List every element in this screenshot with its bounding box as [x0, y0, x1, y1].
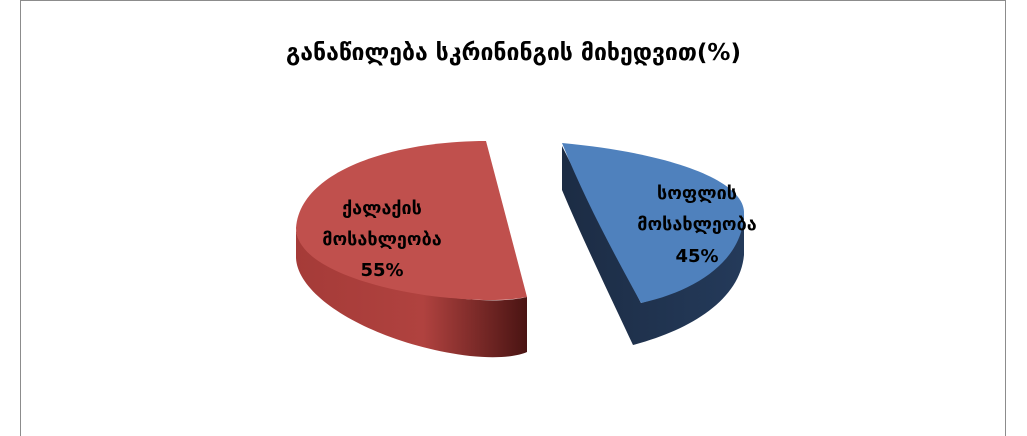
slice-urban-top	[296, 141, 527, 301]
chart-title: განაწილება სკრინინგის მიხედვით(%)	[285, 40, 741, 66]
slice-rural-side	[562, 146, 744, 345]
slice-urban-side	[296, 230, 527, 358]
slice-rural-value: 45%	[675, 246, 718, 267]
slice-rural	[562, 143, 744, 345]
slice-rural-top	[562, 143, 744, 303]
slice-rural-label-line2: მოსახლეობა	[637, 214, 756, 235]
slice-urban-label-line1: ქალაქის	[342, 198, 422, 219]
slice-urban	[296, 141, 527, 358]
slice-urban-label-line2: მოსახლეობა	[322, 229, 441, 250]
slice-rural-label-line1: სოფლის	[657, 183, 737, 204]
slice-urban-value: 55%	[360, 260, 403, 281]
chart-frame	[20, 0, 1006, 436]
